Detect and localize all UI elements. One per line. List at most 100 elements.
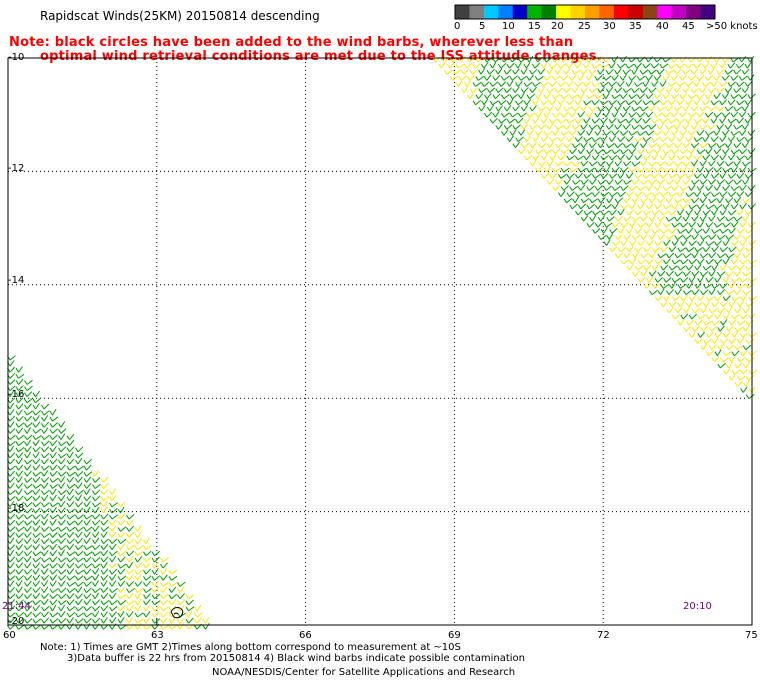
wind-barb [151, 575, 161, 581]
wind-barb [667, 63, 677, 69]
wind-barb [449, 75, 459, 81]
wind-barb [716, 143, 726, 149]
wind-barb [640, 215, 648, 222]
wind-barb [529, 68, 538, 75]
wind-barb [83, 568, 92, 575]
wind-barb [83, 488, 91, 495]
wind-barb [628, 111, 637, 118]
wind-barb [738, 56, 747, 63]
wind-barb [557, 173, 567, 179]
wind-barb [534, 75, 544, 81]
wind-barb [708, 308, 718, 314]
wind-barb [730, 166, 739, 173]
wind-barb [705, 350, 714, 357]
wind-barb [688, 221, 697, 228]
wind-barb [633, 62, 643, 69]
wind-barb [503, 124, 513, 130]
wind-barb [32, 439, 40, 446]
wind-barb [614, 179, 623, 185]
wind-barb [577, 184, 586, 191]
wind-barb [517, 75, 527, 81]
wind-barb [520, 67, 528, 75]
wind-barb [100, 526, 110, 532]
wind-barb [733, 216, 743, 222]
wind-barb [693, 190, 702, 197]
wind-barb [702, 300, 711, 308]
wind-barb [662, 129, 670, 136]
wind-barb [75, 501, 84, 508]
wind-barb [506, 80, 514, 87]
wind-barb [716, 253, 726, 259]
wind-barb [605, 142, 615, 149]
wind-barb [566, 135, 575, 142]
wind-barb [603, 149, 612, 155]
wind-barb [551, 56, 560, 63]
wind-barb [523, 135, 532, 142]
wind-barb [676, 118, 686, 124]
wind-barb [498, 81, 507, 87]
wind-barb [666, 306, 674, 314]
wind-barb [92, 574, 100, 581]
wind-barb [583, 117, 591, 124]
wind-barb [168, 599, 177, 606]
wind-barb [668, 282, 676, 289]
wind-barb [589, 214, 597, 222]
wind-barb [202, 623, 210, 630]
wind-barb [676, 81, 686, 87]
wind-barb [58, 458, 66, 465]
wind-barb [557, 154, 566, 161]
wind-barb [739, 294, 748, 301]
wind-barb [611, 202, 619, 210]
wind-barb [591, 63, 601, 69]
wind-barb [702, 227, 711, 234]
wind-barb [66, 551, 76, 557]
wind-barb [32, 537, 41, 544]
wind-barb [32, 604, 40, 612]
wind-barb [714, 258, 723, 265]
wind-barb [495, 123, 503, 130]
wind-barb [495, 87, 504, 93]
wind-barb [549, 173, 558, 179]
wind-barb [75, 457, 83, 465]
wind-barb [688, 331, 697, 338]
wind-barb [659, 136, 669, 142]
wind-barb [634, 265, 644, 271]
wind-barb [705, 204, 715, 210]
wind-barb [722, 184, 731, 191]
wind-barb [711, 228, 721, 234]
wind-barb [640, 179, 649, 185]
wind-barb [75, 465, 84, 471]
wind-barb [15, 390, 24, 398]
wind-barb [109, 599, 118, 606]
wind-barb [722, 222, 731, 228]
wind-barb [716, 68, 725, 75]
wind-barb [617, 154, 626, 161]
wind-barb [708, 270, 716, 277]
wind-barb [117, 568, 126, 575]
wind-barb [722, 350, 732, 357]
wind-barb [597, 86, 605, 93]
legend-color-segment [686, 5, 702, 19]
wind-barb [668, 227, 677, 234]
wind-barb [660, 283, 670, 289]
wind-barb [665, 124, 675, 130]
wind-barb [585, 94, 595, 100]
wind-barb [653, 112, 663, 118]
wind-barb [611, 166, 620, 173]
wind-barb [75, 482, 83, 489]
wind-barb [694, 247, 704, 253]
wind-barb [639, 69, 649, 75]
wind-barb [674, 215, 682, 222]
wind-barb [731, 258, 739, 265]
wind-barb [489, 81, 499, 87]
wind-barb [455, 80, 463, 87]
wind-barb [747, 148, 756, 155]
wind-barb [651, 153, 659, 161]
wind-barb [711, 301, 720, 308]
wind-barb [636, 111, 646, 118]
wind-barb [688, 165, 696, 173]
wind-barb [92, 470, 100, 477]
wind-barb [41, 544, 50, 551]
wind-barb [637, 185, 646, 191]
wind-barb [92, 610, 100, 618]
